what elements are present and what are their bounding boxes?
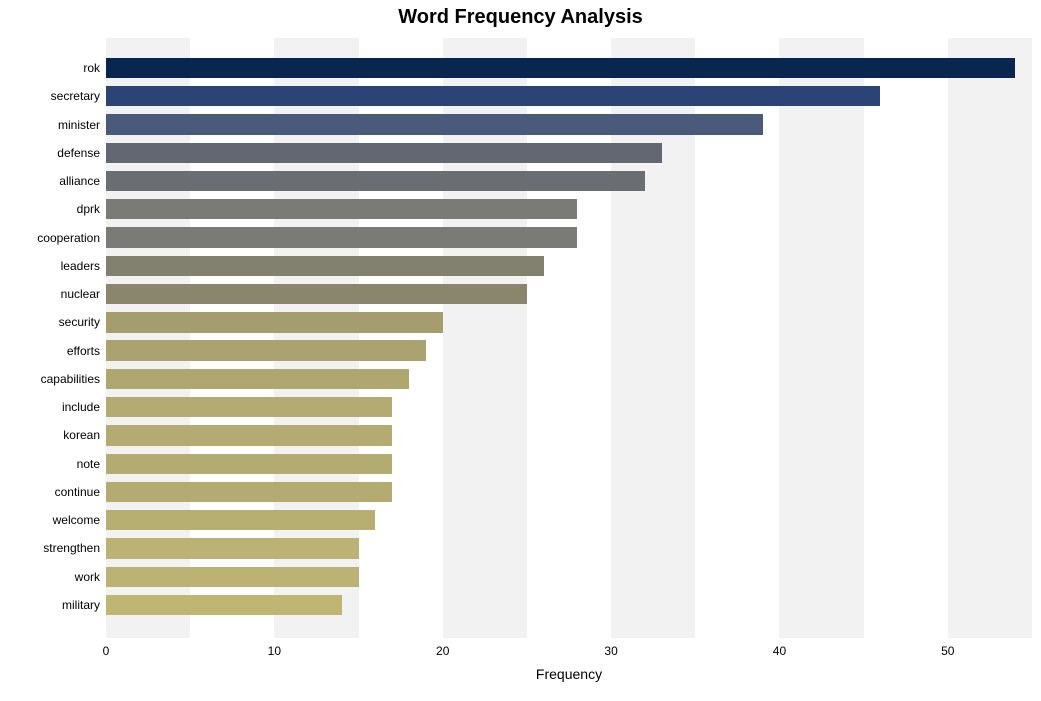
y-tick-label: military xyxy=(62,598,106,612)
bar-row xyxy=(106,397,1032,417)
bar xyxy=(106,284,527,304)
y-tick-label: rok xyxy=(83,61,106,75)
bar xyxy=(106,227,577,247)
x-tick-label: 50 xyxy=(941,638,954,658)
bar xyxy=(106,454,392,474)
bar xyxy=(106,114,763,134)
bar xyxy=(106,369,409,389)
bar-row xyxy=(106,510,1032,530)
x-tick-label: 10 xyxy=(268,638,281,658)
bar xyxy=(106,171,645,191)
bar-row xyxy=(106,284,1032,304)
y-tick-label: secretary xyxy=(51,89,106,103)
bar-row xyxy=(106,595,1032,615)
bar-row xyxy=(106,538,1032,558)
bar-row xyxy=(106,58,1032,78)
plot-area: 01020304050roksecretaryministerdefenseal… xyxy=(106,38,1032,638)
bar-row xyxy=(106,369,1032,389)
bar-row xyxy=(106,143,1032,163)
bar-row xyxy=(106,171,1032,191)
y-tick-label: defense xyxy=(57,146,106,160)
bar xyxy=(106,482,392,502)
bar-row xyxy=(106,567,1032,587)
y-tick-label: korean xyxy=(63,428,106,442)
y-tick-label: welcome xyxy=(53,513,106,527)
y-tick-label: capabilities xyxy=(41,372,106,386)
bar-row xyxy=(106,482,1032,502)
y-tick-label: continue xyxy=(55,485,106,499)
y-tick-label: cooperation xyxy=(37,231,106,245)
y-tick-label: security xyxy=(59,315,106,329)
y-tick-label: strengthen xyxy=(43,541,106,555)
x-tick-label: 30 xyxy=(604,638,617,658)
bar xyxy=(106,567,359,587)
bar xyxy=(106,425,392,445)
bar-row xyxy=(106,199,1032,219)
y-tick-label: note xyxy=(77,457,106,471)
bar xyxy=(106,538,359,558)
bar-row xyxy=(106,312,1032,332)
bar-row xyxy=(106,454,1032,474)
bar-row xyxy=(106,340,1032,360)
x-axis-label: Frequency xyxy=(536,666,602,682)
bar xyxy=(106,340,426,360)
y-tick-label: leaders xyxy=(61,259,106,273)
y-tick-label: minister xyxy=(58,118,106,132)
y-tick-label: dprk xyxy=(77,202,106,216)
y-tick-label: work xyxy=(75,570,106,584)
x-tick-label: 0 xyxy=(103,638,110,658)
bar xyxy=(106,86,880,106)
bar-row xyxy=(106,86,1032,106)
bar-row xyxy=(106,256,1032,276)
y-tick-label: efforts xyxy=(67,344,106,358)
bar xyxy=(106,510,375,530)
bar xyxy=(106,312,443,332)
y-tick-label: alliance xyxy=(59,174,106,188)
bar-row xyxy=(106,114,1032,134)
y-tick-label: nuclear xyxy=(61,287,106,301)
chart-title: Word Frequency Analysis xyxy=(0,6,1041,29)
x-tick-label: 40 xyxy=(773,638,786,658)
bar xyxy=(106,58,1015,78)
bar xyxy=(106,143,662,163)
bar xyxy=(106,199,577,219)
x-tick-label: 20 xyxy=(436,638,449,658)
bar xyxy=(106,256,544,276)
word-frequency-chart: Word Frequency Analysis 01020304050rokse… xyxy=(0,0,1041,701)
bar xyxy=(106,595,342,615)
bar xyxy=(106,397,392,417)
bar-row xyxy=(106,227,1032,247)
bar-row xyxy=(106,425,1032,445)
y-tick-label: include xyxy=(62,400,106,414)
